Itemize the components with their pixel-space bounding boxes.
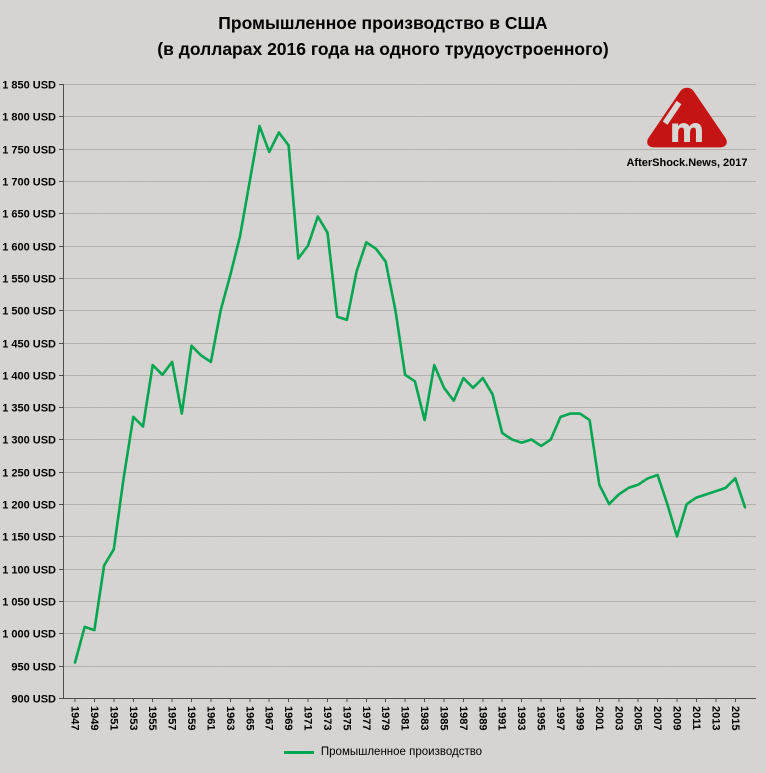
y-tick-label: 1 050 USD [2,597,56,609]
x-tick-label: 1949 [88,706,100,730]
x-tick-label: 2007 [651,706,663,730]
y-tick-label: 1 200 USD [2,500,56,512]
x-tick-label: 1981 [399,706,411,730]
y-tick-label: 1 000 USD [2,629,56,641]
x-tick-label: 1957 [166,706,178,730]
x-tick-label: 1947 [69,706,81,730]
x-tick-label: 1983 [418,706,430,730]
x-tick-label: 2013 [709,706,721,730]
y-tick-label: 1 400 USD [2,371,56,383]
y-tick-label: 1 750 USD [2,145,56,157]
x-tick-label: 1963 [224,706,236,730]
x-tick-label: 1967 [263,706,275,730]
x-tick-label: 1973 [321,706,333,730]
x-tick-label: 1987 [457,706,469,730]
x-tick-label: 2009 [671,706,683,730]
x-tick-label: 1985 [437,706,449,730]
x-tick-label: 1989 [476,706,488,730]
y-tick-label: 1 700 USD [2,177,56,189]
x-tick-label: 1961 [204,706,216,730]
y-tick-label: 1 800 USD [2,112,56,124]
y-tick-label: 1 300 USD [2,435,56,447]
x-tick-label: 2015 [729,706,741,730]
x-tick-label: 2005 [632,706,644,730]
logo-m-glyph: m [669,111,704,150]
y-tick-label: 1 250 USD [2,468,56,480]
y-tick-label: 1 350 USD [2,403,56,415]
x-tick-label: 1991 [496,706,508,730]
x-tick-label: 1977 [360,706,372,730]
x-tick-label: 2003 [612,706,624,730]
credit-text: AfterShock.News, 2017 [626,157,748,169]
legend-label: Промышленное производство [320,746,483,758]
chart-legend: Промышленное производство [0,746,766,758]
chart-title-line2: (в долларах 2016 года на одного трудоуст… [157,39,609,60]
y-tick-label: 1 550 USD [2,274,56,286]
x-tick-label: 1997 [554,706,566,730]
aftershock-logo-icon: m [647,87,727,150]
y-tick-label: 1 150 USD [2,532,56,544]
series-line [73,124,747,664]
aftershock-logo: m AfterShock.News, 2017 [622,86,752,169]
chart-title-line1: Промышленное производство в США [218,13,548,33]
chart-title: Промышленное производство в США (в долла… [0,10,766,63]
x-tick-label: 1953 [127,706,139,730]
y-tick-label: 900 USD [11,694,56,706]
x-tick-label: 2001 [593,706,605,730]
y-tick-label: 1 450 USD [2,339,56,351]
x-tick-label: 1959 [185,706,197,730]
x-tick-label: 1965 [243,706,255,730]
x-tick-label: 1993 [515,706,527,730]
x-tick-label: 1951 [107,706,119,730]
y-tick-label: 1 650 USD [2,209,56,221]
x-tick-label: 1995 [535,706,547,730]
line-chart: 900 USD 950 USD 1 000 USD 1 050 USD 1 100 US… [0,70,766,751]
x-tick-label: 1999 [573,706,585,730]
legend-swatch [283,750,314,754]
x-tick-label: 1971 [302,706,314,730]
y-tick-label: 1 500 USD [2,306,56,318]
y-tick-label: 1 850 USD [2,80,56,92]
line-chart-canvas: 900 USD 950 USD 1 000 USD 1 050 USD 1 100 US… [2,80,756,730]
x-tick-label: 1969 [282,706,294,730]
x-tick-label: 1975 [340,706,352,730]
x-tick-label: 1955 [146,706,158,730]
y-tick-label: 1 100 USD [2,565,56,577]
x-tick-label: 2011 [690,706,702,730]
y-tick-label: 950 USD [11,662,56,674]
x-tick-label: 1979 [379,706,391,730]
y-tick-label: 1 600 USD [2,242,56,254]
